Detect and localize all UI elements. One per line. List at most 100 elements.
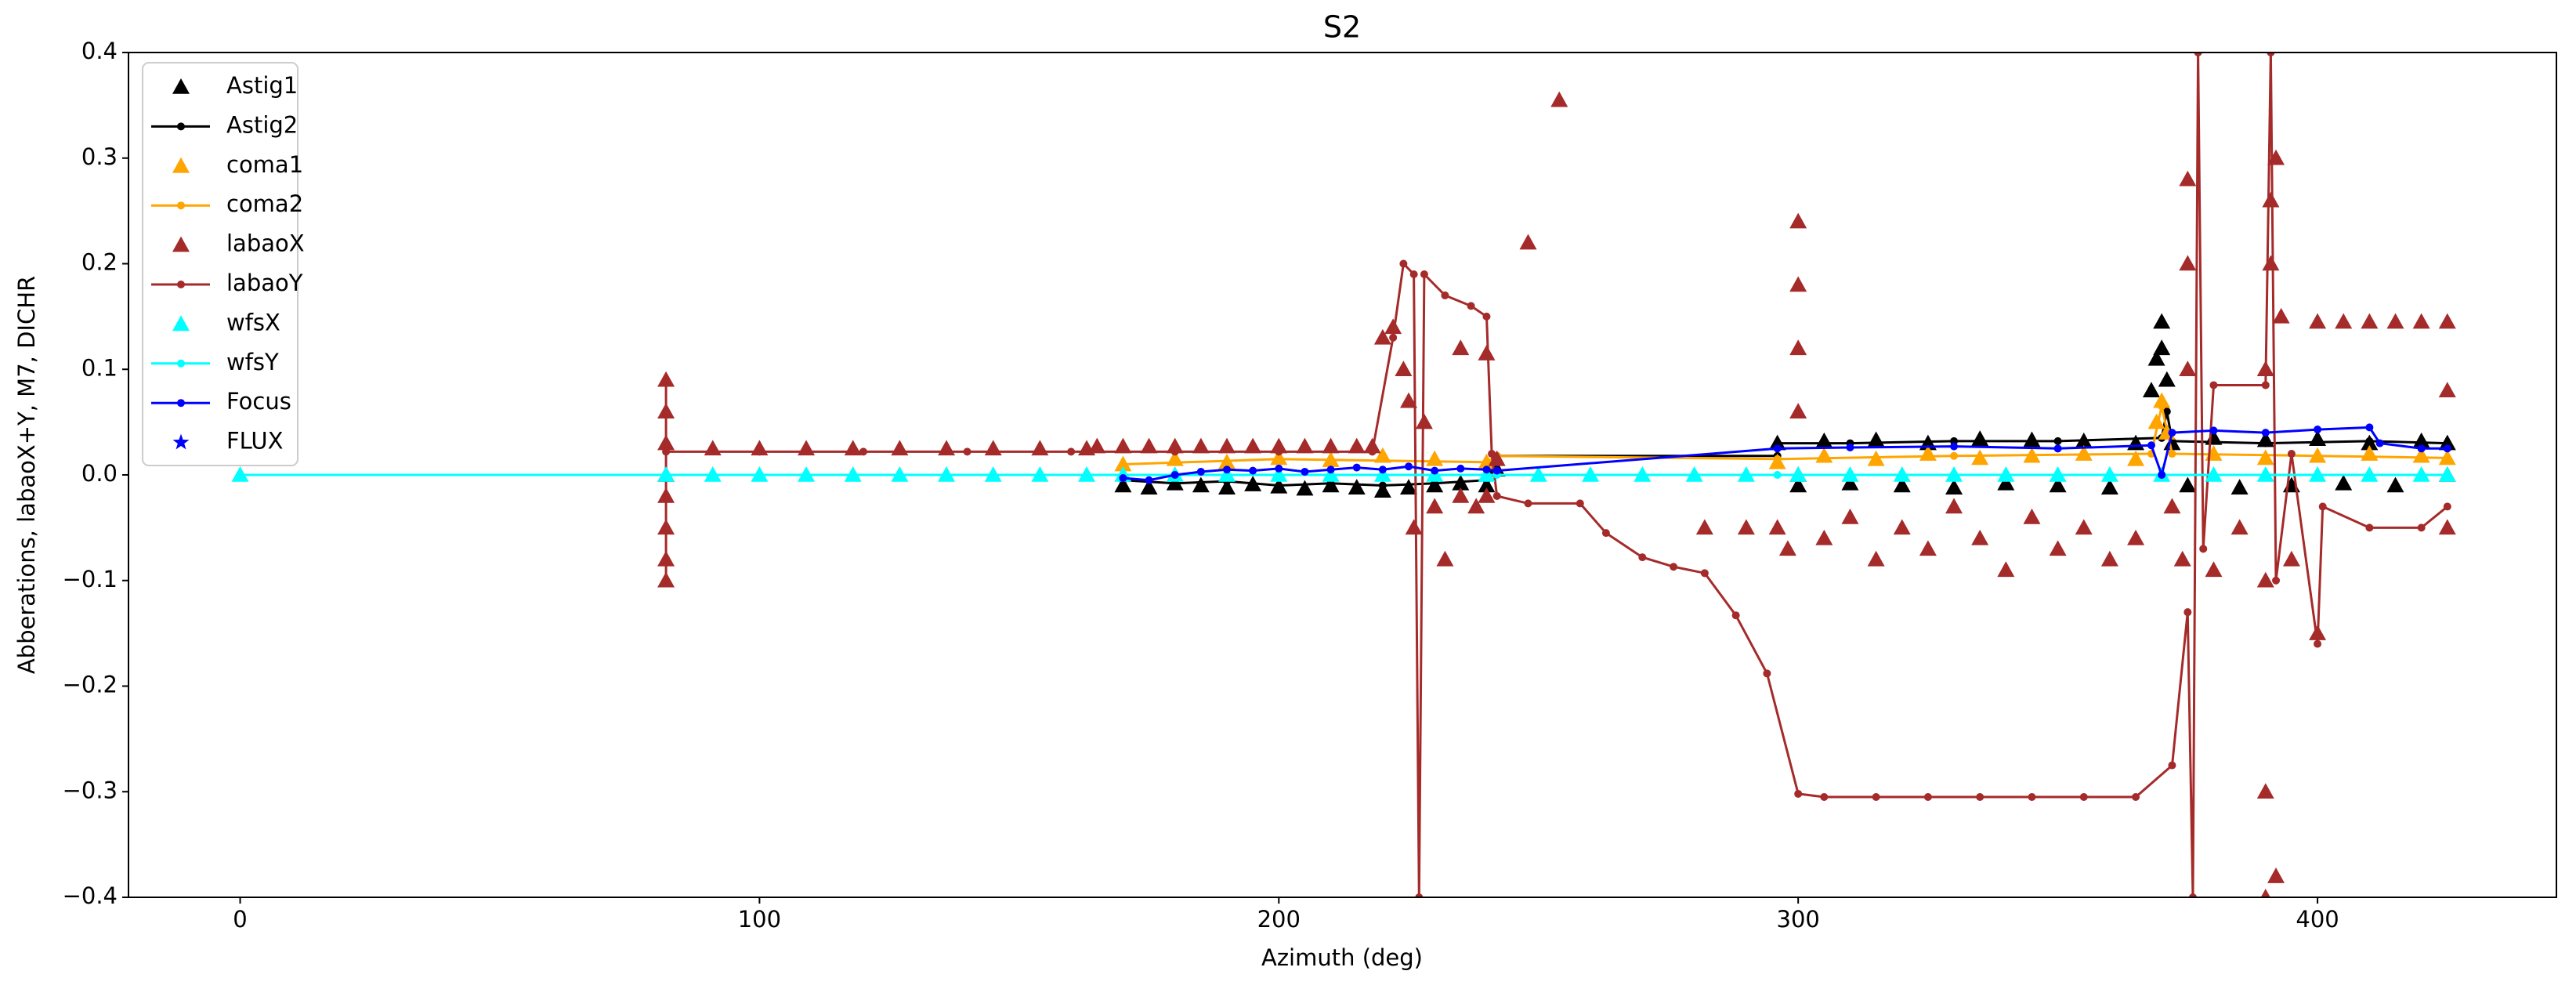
scatter-point [1768,519,1786,535]
scatter-point [1088,437,1106,454]
scatter-point [2438,382,2456,397]
legend-marker [172,78,190,94]
y-axis-label: Abberations, labaoX+Y, M7, DICHR [13,276,40,674]
line-point [1638,553,1647,562]
x-tick-label: 200 [1257,906,1301,933]
line-point [1275,447,1283,456]
line-point [859,447,867,456]
legend-marker [172,157,190,173]
series-line [1123,426,2448,482]
line-point [1223,466,1232,474]
y-tick-label: 0.4 [81,38,118,64]
legend-marker [177,281,185,288]
scatter-point [2256,449,2274,466]
line-point [1378,481,1387,490]
legend-marker [172,236,190,252]
line-point [1846,443,1854,451]
line-point [2314,426,2322,434]
line-point [1301,467,1309,476]
chart-title: S2 [1323,10,1361,45]
scatter-point [1467,498,1485,514]
line-point [2158,402,2166,411]
scatter-point [1971,529,1989,545]
line-point [2443,444,2451,453]
line-point [1119,460,1127,469]
scatter-point [1789,403,1807,418]
line-point [1196,467,1205,476]
scatter-point [2230,479,2249,494]
scatter-point [1737,519,1755,535]
scatter-point [2256,571,2274,588]
line-point [963,447,971,456]
line-point [1420,270,1428,278]
line-point [2318,502,2327,511]
scatter-point [1140,437,1158,454]
scatter-point [2272,307,2290,324]
legend-label: wfsY [226,349,279,375]
line-point [1492,466,1501,475]
line-point [1275,464,1283,473]
scatter-point [1478,476,1496,493]
scatter-point [1867,550,1885,567]
legend-label: labaoX [226,230,305,257]
line-point [1119,474,1127,483]
legend-label: Focus [226,388,291,415]
scatter-point [1519,234,1537,250]
scatter-point [1400,392,1418,408]
line-point [2287,450,2296,458]
scatter-point [1405,519,1423,535]
line-point [2267,53,2275,56]
legend-label: labaoY [226,270,303,296]
scatter-point [2230,519,2249,535]
scatter-point [2205,445,2223,461]
line-point [1415,893,1424,897]
line-point [2168,450,2176,458]
scatter-point [1296,480,1314,496]
line-point [1067,447,1076,456]
line-point [1378,466,1387,474]
legend-marker [172,315,190,331]
scatter-point [1400,479,1418,494]
line-point [1872,792,1880,801]
line-point [1456,464,1465,473]
scatter-point [2158,371,2176,387]
line-point [2209,426,2218,435]
scatter-point [1815,447,1833,463]
scatter-point [1426,450,1444,466]
scatter-point [2205,561,2223,578]
scatter-point [2438,313,2456,329]
line-point [2314,451,2322,460]
line-point [2168,429,2176,437]
line-point [2162,408,2171,416]
legend: Astig1 Astig2 coma1 coma2 labaoX labaoY wfsX wf… [142,62,305,466]
scatter-point [1452,487,1470,503]
line-point [1601,529,1610,538]
scatter-point [1815,529,1833,545]
scatter-point [2100,550,2118,567]
scatter-point [1867,431,1885,447]
scatter-point [2179,255,2197,271]
line-point [1441,291,1449,299]
line-point [2261,439,2270,447]
scatter-point [2267,868,2285,883]
scatter-point [1815,432,1833,448]
legend-label: wfsX [226,309,280,335]
line-point [2168,761,2176,770]
scatter-point [2335,313,2353,329]
scatter-point [2386,313,2404,329]
line-point [1950,451,1959,460]
plot-area [231,53,2456,897]
line-point [2209,381,2218,389]
scatter-point [1841,508,1859,524]
scatter-point [1373,482,1391,498]
line-point [2417,444,2426,453]
scatter-point [2075,445,2093,461]
scatter-point [1031,440,1049,456]
line-point [1275,455,1283,463]
line-point [2199,545,2208,553]
scatter-point [1436,550,1454,567]
scatter-point [1218,479,1236,494]
line-point [755,447,764,456]
scatter-point [844,440,862,456]
